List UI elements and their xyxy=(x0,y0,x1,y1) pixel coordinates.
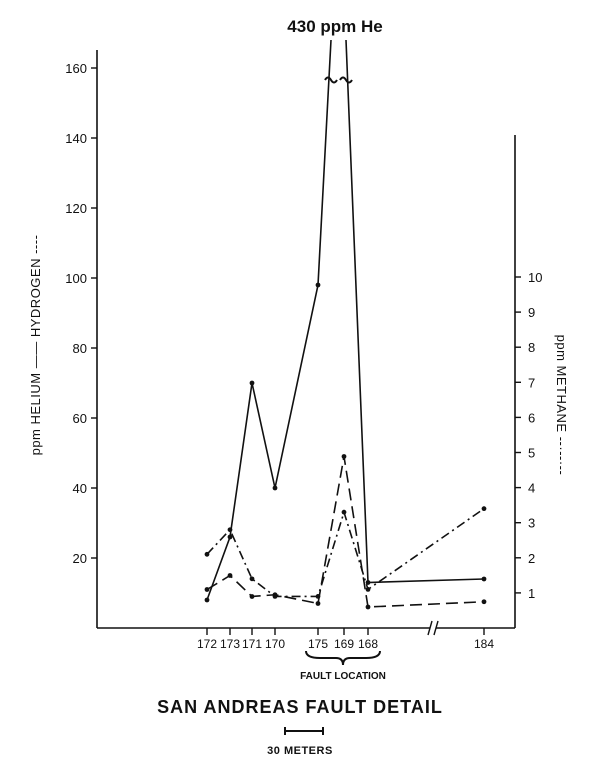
methane-point xyxy=(481,506,487,512)
right-tick-label: 7 xyxy=(528,375,535,390)
left-axis-label: ppm HELIUM —— HYDROGEN ---- xyxy=(28,235,43,456)
left-tick-label: 160 xyxy=(65,61,87,76)
helium-point xyxy=(315,282,321,288)
right-tick-label: 4 xyxy=(528,481,535,496)
left-tick-label: 140 xyxy=(65,131,87,146)
helium-point xyxy=(227,534,233,540)
fault-brace xyxy=(305,650,381,666)
scale-label: 30 METERS xyxy=(267,745,333,757)
series-ppm-methane xyxy=(204,506,487,599)
x-axis-break xyxy=(427,620,439,636)
axes xyxy=(96,50,516,666)
right-tick-label: 3 xyxy=(528,516,535,531)
helium-point xyxy=(481,576,487,582)
peak-annotation: 430 ppm He xyxy=(287,17,382,36)
methane-point xyxy=(341,509,347,515)
helium-point xyxy=(249,380,255,386)
x-tick-label: 169 xyxy=(334,637,354,651)
scale-bar xyxy=(284,727,324,735)
series-ppm-helium xyxy=(204,39,487,603)
left-tick-label: 120 xyxy=(65,201,87,216)
hydrogen-point xyxy=(227,573,233,578)
x-tick-label: 184 xyxy=(474,637,494,651)
hydrogen-label: HYDROGEN ---- xyxy=(28,235,43,338)
x-tick-label: 171 xyxy=(242,637,262,651)
ticks xyxy=(91,67,521,635)
hydrogen-point xyxy=(249,594,255,599)
hydrogen-point xyxy=(315,601,321,606)
methane-point xyxy=(204,551,210,557)
helium-label: ppm HELIUM xyxy=(28,368,43,455)
helium-point xyxy=(272,485,278,491)
x-tick-label: 170 xyxy=(265,637,285,651)
helium-point xyxy=(365,580,371,585)
methane-point xyxy=(365,586,371,592)
right-axis-label: ppm METHANE --·--·-- xyxy=(554,335,569,476)
helium-break-left xyxy=(324,76,338,84)
chart-title: SAN ANDREAS FAULT DETAIL xyxy=(157,697,443,717)
series-hydrogen xyxy=(204,454,487,610)
left-axis-label-text: ppm HELIUM —— HYDROGEN ---- xyxy=(28,235,43,456)
helium-point xyxy=(204,597,210,603)
hydrogen-point xyxy=(204,587,210,592)
hydrogen-point xyxy=(481,599,487,605)
helium-legend-mark: —— xyxy=(28,337,43,368)
right-tick-label: 5 xyxy=(528,446,535,461)
hydrogen-point xyxy=(341,454,347,459)
x-tick-label: 172 xyxy=(197,637,217,651)
hydrogen-point xyxy=(365,604,371,610)
helium-line-left xyxy=(206,39,332,601)
methane-point xyxy=(227,527,233,533)
right-tick-label: 8 xyxy=(528,340,535,355)
right-axis-label-text: ppm METHANE --·--·-- xyxy=(554,335,569,476)
left-tick-label: 20 xyxy=(73,551,87,566)
x-tick-label: 175 xyxy=(308,637,328,651)
x-tick-label: 168 xyxy=(358,637,378,651)
right-tick-label: 10 xyxy=(528,270,542,285)
labels-layer: 20 40 60 80 100 120 140 160 1 2 3 4 5 6 7 8 9 10 172 173 171… xyxy=(28,17,569,682)
right-tick-label: 6 xyxy=(528,410,535,425)
helium-line-right xyxy=(345,39,485,584)
x-tick-label: 173 xyxy=(220,637,240,651)
methane-point xyxy=(272,594,278,599)
left-tick-label: 60 xyxy=(73,411,87,426)
methane-point xyxy=(249,576,255,582)
right-tick-label: 1 xyxy=(528,586,535,601)
right-tick-label: 2 xyxy=(528,551,535,566)
methane-line xyxy=(206,508,485,598)
series-layer xyxy=(204,39,487,610)
helium-break-right xyxy=(339,76,353,84)
hydrogen-line xyxy=(206,456,485,608)
right-tick-label: 9 xyxy=(528,305,535,320)
left-tick-label: 40 xyxy=(73,481,87,496)
left-tick-label: 80 xyxy=(73,341,87,356)
fault-location-label: FAULT LOCATION xyxy=(300,671,386,682)
left-tick-label: 100 xyxy=(65,271,87,286)
methane-point xyxy=(315,594,321,599)
